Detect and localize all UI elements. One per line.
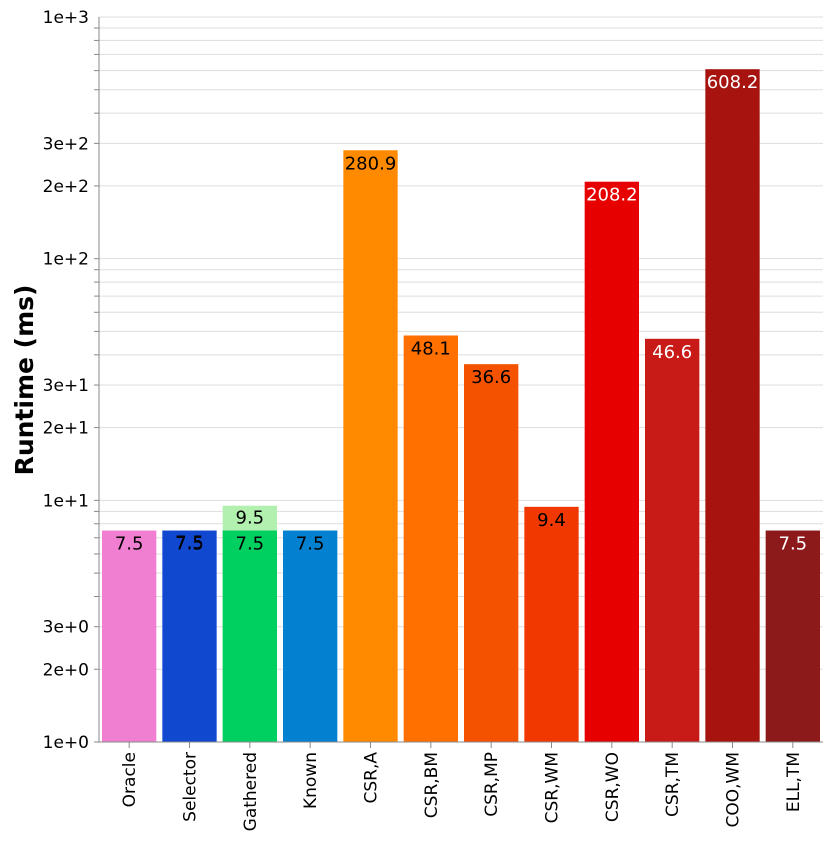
x-tick-label: CSR,MP bbox=[482, 752, 502, 817]
bar-value-label: 48.1 bbox=[411, 338, 451, 359]
x-tick-label: Gathered bbox=[241, 752, 261, 831]
x-tick-label: ELL,TM bbox=[784, 752, 804, 812]
bar-value-label: 9.4 bbox=[537, 510, 566, 531]
bar bbox=[584, 181, 639, 742]
bar bbox=[162, 530, 217, 742]
bar bbox=[222, 530, 277, 742]
y-tick-label: 1e+0 bbox=[43, 733, 89, 753]
y-axis-label: Runtime (ms) bbox=[10, 285, 39, 476]
bar bbox=[464, 364, 519, 742]
x-tick-label: CSR,TM bbox=[663, 752, 683, 817]
y-tick-label: 2e+1 bbox=[43, 419, 89, 439]
x-tick-label: COO,WM bbox=[724, 752, 744, 828]
bar-value-label: 7.5 bbox=[115, 534, 144, 555]
x-tick-label: CSR,A bbox=[362, 752, 382, 804]
y-tick-label: 1e+1 bbox=[43, 491, 89, 511]
bar bbox=[403, 335, 458, 742]
bar-value-label: 608.2 bbox=[707, 72, 759, 93]
bar-value-label: 7.5 bbox=[175, 534, 204, 555]
bar bbox=[524, 506, 579, 742]
y-tick-label: 2e+0 bbox=[43, 660, 89, 680]
bar-value-label: 36.6 bbox=[471, 367, 511, 388]
y-tick-label: 3e+0 bbox=[43, 618, 89, 638]
bar-value-label: 46.6 bbox=[652, 342, 692, 363]
bar-value-label: 7.5 bbox=[779, 534, 808, 555]
y-tick-label: 3e+2 bbox=[43, 134, 89, 154]
y-tick-label: 3e+1 bbox=[43, 376, 89, 396]
bar bbox=[283, 530, 338, 742]
overlay-value-label: 9.5 bbox=[236, 508, 265, 529]
bar-value-label: 280.9 bbox=[345, 153, 397, 174]
y-ticks: 1e+0 2e+0 3e+0 1e+1 2e+1 3e+1 1e+2 2e+2 3e+2 1e+3 bbox=[43, 8, 99, 753]
bar bbox=[102, 530, 157, 742]
bar-value-label: 7.5 bbox=[236, 534, 265, 555]
x-tick-label: CSR,BM bbox=[422, 752, 442, 818]
x-ticks: Oracle Selector Gathered Known CSR,A CSR,BM CS… bbox=[120, 742, 804, 831]
x-tick-label: Oracle bbox=[120, 752, 140, 807]
bar bbox=[705, 69, 760, 742]
bar bbox=[343, 150, 398, 742]
bar-value-label: 7.5 bbox=[296, 534, 325, 555]
bar bbox=[765, 530, 820, 742]
y-tick-label: 1e+2 bbox=[43, 250, 89, 270]
y-tick-label: 2e+2 bbox=[43, 177, 89, 197]
bar bbox=[645, 338, 700, 742]
x-tick-label: Selector bbox=[181, 752, 201, 822]
x-tick-label: Known bbox=[301, 752, 321, 809]
x-tick-label: CSR,WO bbox=[603, 752, 623, 822]
x-tick-label: CSR,WM bbox=[543, 752, 563, 823]
gridlines bbox=[99, 16, 823, 743]
bar-value-labels: 7.5 9.5 7.5 7.5 7.5 7.5 280.9 48.1 36.6 9.4 208.2 4… bbox=[115, 72, 807, 554]
bars bbox=[102, 69, 820, 742]
axes bbox=[98, 17, 823, 743]
overlay-value-label: 7.5 bbox=[175, 533, 204, 554]
y-tick-label: 1e+3 bbox=[43, 8, 89, 28]
bar-value-label: 208.2 bbox=[586, 185, 638, 206]
